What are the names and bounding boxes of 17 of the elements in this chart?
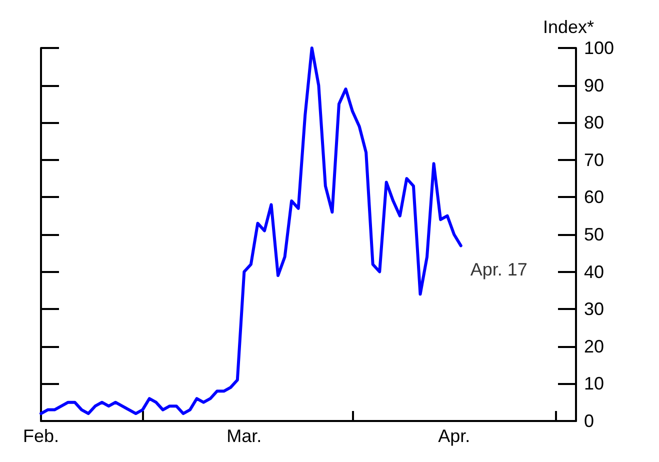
y-tick-label: 40 [584, 262, 604, 282]
y-tick-label: 10 [584, 374, 604, 394]
x-tick-label: Apr. [438, 426, 470, 446]
y-axis-title: Index* [542, 17, 594, 37]
x-tick-label: Mar. [226, 426, 262, 446]
y-tick-label: 20 [584, 336, 604, 356]
y-tick-label: 100 [584, 38, 614, 58]
annotation: Apr. 17 [470, 260, 528, 280]
line-series [40, 46, 462, 416]
y-tick-label: 60 [584, 187, 604, 208]
y-tick-label: 0 [584, 411, 594, 431]
y-tick-label: 90 [584, 75, 604, 96]
x-tick-label: Feb. [22, 426, 60, 446]
y-tick-label: 70 [584, 150, 604, 170]
y-tick-label: 80 [584, 112, 604, 133]
y-tick-label: 50 [584, 224, 604, 244]
y-tick-label: 30 [584, 299, 604, 320]
